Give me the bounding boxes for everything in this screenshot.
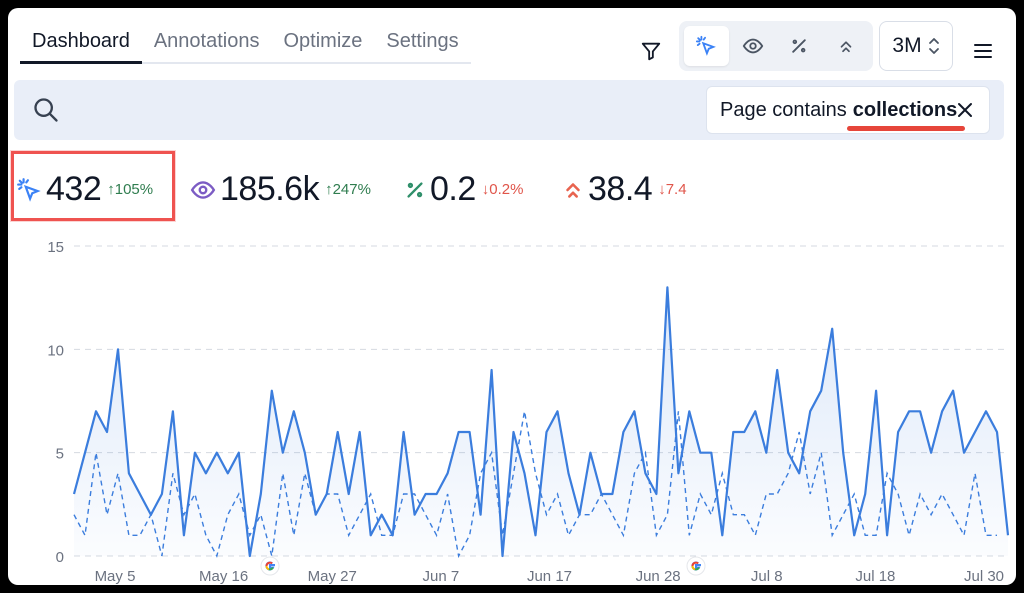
- tab-annotations[interactable]: Annotations: [153, 30, 260, 52]
- stat-change: ↑247%: [325, 181, 371, 198]
- tab-settings[interactable]: Settings: [386, 30, 459, 52]
- x-tick-label: May 27: [308, 568, 357, 585]
- hamburger-menu-icon: [974, 44, 992, 58]
- x-tick-label: Jul 18: [855, 568, 895, 585]
- series-area: [74, 287, 1008, 556]
- google-icon[interactable]: [260, 556, 280, 576]
- stat-position[interactable]: 38.4 ↓7.4: [562, 170, 687, 209]
- stat-clicks[interactable]: 432 ↑105%: [16, 170, 153, 209]
- stat-impressions[interactable]: 185.6k ↑247%: [190, 170, 371, 209]
- cursor-click-icon: [17, 177, 41, 202]
- close-icon[interactable]: [955, 100, 975, 120]
- x-tick-label: Jun 7: [423, 568, 460, 585]
- chevron-updown-icon: [928, 38, 939, 54]
- tab-bar: Dashboard Annotations Optimize Settings: [20, 28, 471, 64]
- clicks-chart: 0 5 10 15 May 5 May 16 May 27 Jun 7 Jun 17 Jun 28…: [47, 239, 1010, 585]
- filter-chip-prefix: Page contains: [720, 98, 847, 121]
- stats-row: 432 ↑105% 185.6k ↑247% 0.2 ↓0.2% 38.4 ↓7…: [8, 150, 1016, 230]
- eye-icon: [742, 38, 763, 54]
- search-icon: [34, 98, 58, 122]
- stat-value: 185.6k: [220, 170, 320, 208]
- percent-icon: [792, 39, 806, 53]
- metric-toggle-group: [679, 21, 873, 71]
- x-tick-label: Jul 30: [964, 568, 1004, 585]
- stat-value: 432: [46, 170, 102, 208]
- cursor-click-icon: [696, 35, 717, 56]
- eye-icon: [190, 180, 216, 199]
- metric-toggle-position[interactable]: [824, 26, 869, 66]
- stat-ctr[interactable]: 0.2 ↓0.2%: [404, 170, 523, 209]
- stat-change: ↓7.4: [658, 181, 687, 198]
- stat-value: 0.2: [430, 170, 476, 208]
- app-frame: Dashboard Annotations Optimize Settings …: [8, 8, 1016, 585]
- tab-dashboard[interactable]: Dashboard: [20, 28, 142, 64]
- y-tick-label: 0: [56, 549, 64, 566]
- date-range-value: 3M: [892, 34, 922, 57]
- stat-value: 38.4: [588, 170, 653, 208]
- y-tick-label: 15: [47, 239, 64, 256]
- menu-button[interactable]: [968, 36, 998, 66]
- x-tick-label: Jul 8: [751, 568, 783, 585]
- x-tick-label: May 5: [95, 568, 136, 585]
- filter-button[interactable]: [636, 36, 666, 66]
- tab-optimize[interactable]: Optimize: [283, 30, 363, 52]
- stat-change: ↓0.2%: [481, 181, 524, 198]
- x-tick-label: Jun 28: [636, 568, 681, 585]
- x-tick-label: May 16: [199, 568, 248, 585]
- x-tick-label: Jun 17: [527, 568, 572, 585]
- chart-marks: [72, 286, 1010, 559]
- y-tick-label: 10: [47, 342, 64, 359]
- filter-icon: [641, 42, 661, 61]
- search-bar[interactable]: Page contains collections: [14, 80, 1004, 140]
- filter-chip-term: collections: [846, 98, 966, 131]
- chevrons-up-icon: [840, 41, 852, 53]
- date-range-select[interactable]: 3M: [879, 21, 953, 71]
- highlight-box: [11, 151, 175, 221]
- google-icon[interactable]: [686, 556, 706, 576]
- percent-icon: [407, 181, 423, 198]
- y-tick-label: 5: [56, 446, 64, 463]
- stat-change: ↑105%: [107, 181, 154, 198]
- chevrons-up-icon: [566, 182, 580, 198]
- filter-chip[interactable]: Page contains collections: [706, 86, 990, 134]
- metric-toggle-ctr[interactable]: [777, 26, 822, 66]
- series-line-solid: [72, 286, 1010, 558]
- chart-labels: 0 5 10 15 May 5 May 16 May 27 Jun 7 Jun 17 Jun 28…: [47, 239, 1004, 585]
- metric-toggle-views[interactable]: [731, 26, 776, 66]
- metric-toggle-clicks[interactable]: [684, 26, 729, 66]
